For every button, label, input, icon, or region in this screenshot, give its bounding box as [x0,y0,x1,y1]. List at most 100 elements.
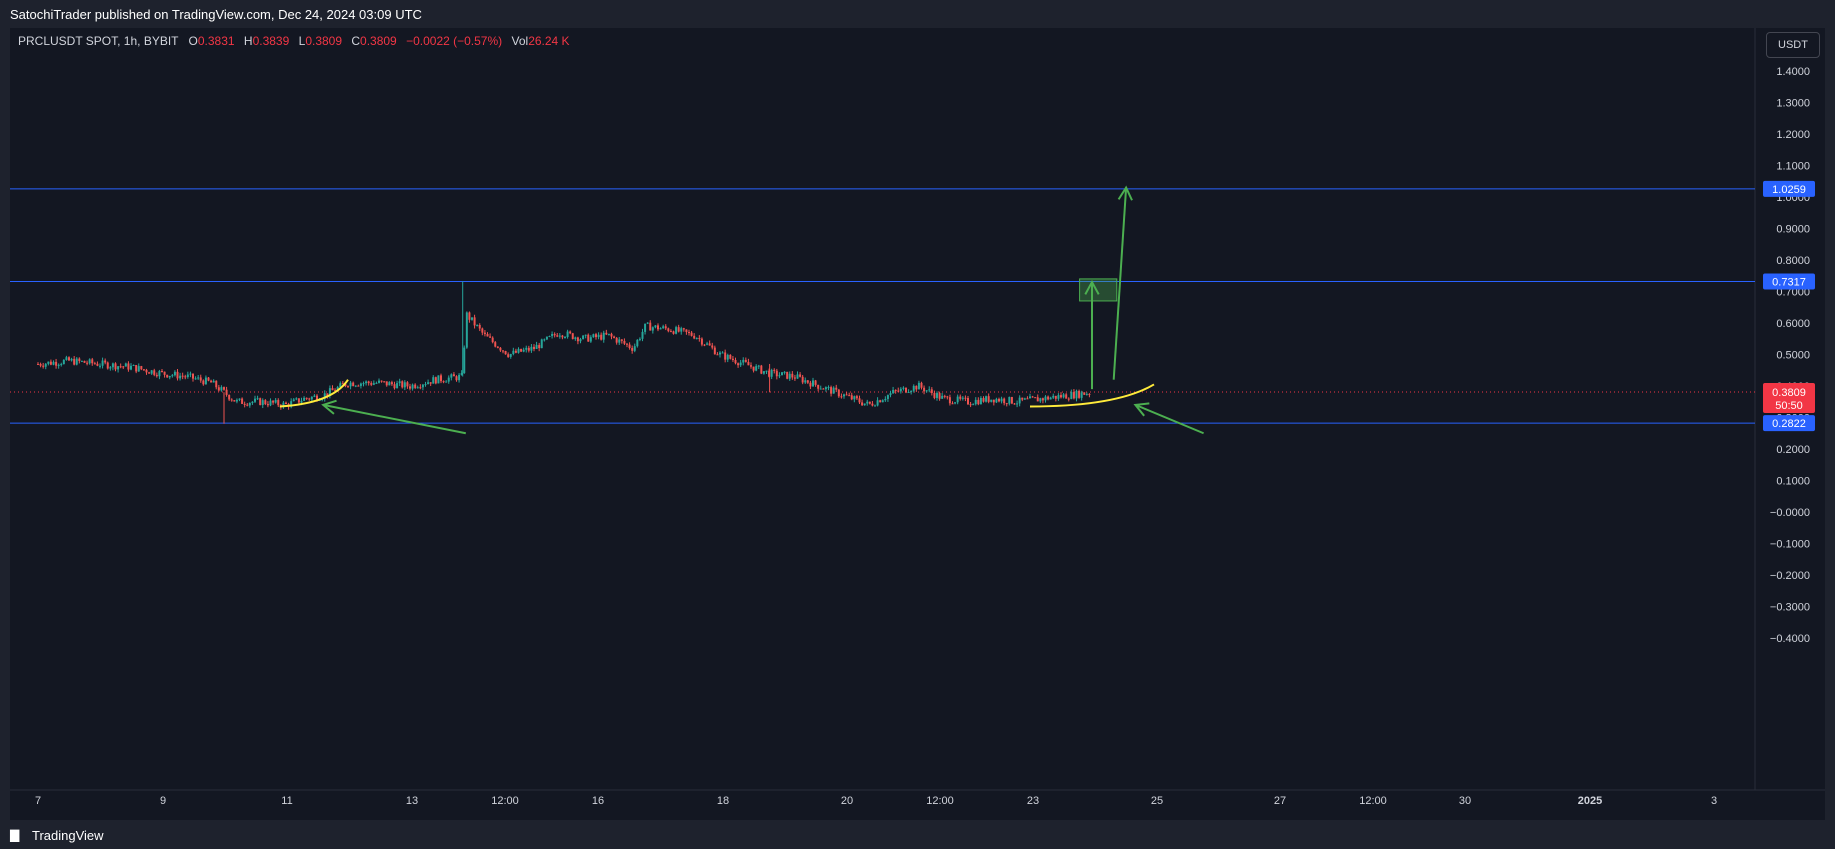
level-badge-label: 0.7317 [1772,277,1806,289]
candle-body [507,354,510,357]
candle-body [1008,397,1011,404]
candle-body [326,393,329,396]
right-pointer-head [1133,402,1150,417]
candle-body [912,385,915,391]
candle-body [393,384,396,389]
tradingview-logo-icon[interactable]: ▇ [10,828,20,842]
candle-body [716,354,719,356]
candle-body [514,350,517,353]
candle-body [421,384,424,388]
candle-body [545,336,548,340]
candle-body [336,387,339,391]
candle-body [445,381,448,383]
candle-body [731,358,734,361]
candle-body [972,404,975,406]
candle-body [664,326,667,329]
candle-body [638,338,641,340]
candle-body [708,343,711,346]
candle-body [540,339,543,349]
candle-body [176,371,179,379]
candle-body [626,343,628,345]
candle-body [987,396,990,402]
candle-body [786,371,789,379]
candle-body [967,398,969,405]
candle-body [618,339,621,343]
candle-body [455,376,458,381]
y-axis-ticks: 1.40001.30001.20001.10001.00000.90000.80… [1770,66,1810,645]
footer-brand[interactable]: TradingView [32,828,104,843]
candle-body [920,382,923,388]
candle-body [132,365,135,367]
candle-body [902,387,905,389]
x-tick-label: 2025 [1578,795,1602,807]
candle-body [354,385,357,387]
candle-body [385,381,388,386]
publish-line: SatochiTrader published on TradingView.c… [10,7,422,22]
candle-body [595,334,597,338]
candle-body [801,376,804,383]
candle-body [923,387,926,392]
chart-panel[interactable] [10,28,1825,820]
candle-body [703,344,706,346]
open-value: 0.3831 [197,34,235,48]
candle-body [688,331,690,333]
candle-body [659,328,662,330]
candle-body [1026,398,1029,400]
candles [37,311,1091,410]
candle-body [675,327,678,334]
candle-body [861,402,864,406]
candle-body [819,388,822,390]
candle-body [414,384,417,388]
candle-body [760,365,763,374]
candle-body [729,354,732,359]
close-value: 0.3809 [360,34,397,48]
candle-body [1078,390,1081,398]
candle-body [122,366,125,368]
candle-body [863,403,866,406]
candle-body [569,331,572,334]
horizontal-levels [10,188,1755,424]
candle-body [186,374,189,378]
candle-body [109,367,112,369]
candle-body [855,396,858,399]
level-badge [1763,273,1815,290]
candle-body [584,334,587,336]
level-badge [1763,415,1815,432]
candle-body [331,388,334,391]
y-tick-label: 0.1000 [1776,476,1810,488]
candle-body [737,363,740,366]
candle-body [579,339,582,342]
candle-body [130,365,132,370]
candle-body [189,373,192,375]
candle-body [677,327,680,332]
x-tick-label: 12:00 [926,795,954,807]
candle-body [889,393,892,396]
candle-body [1075,390,1078,399]
candle-body [403,382,406,388]
candle-body [447,377,450,382]
candle-body [876,400,879,406]
candle-body [409,386,411,389]
candle-body [300,400,303,403]
symbol-label[interactable]: PRCLUSDT SPOT, 1h, BYBIT [18,34,179,48]
candle-body [765,370,768,372]
y-tick-label: −0.2000 [1770,570,1810,582]
candle-body [928,389,931,391]
candle-body [199,377,202,381]
y-tick-label: 0.2000 [1776,444,1810,456]
candle-body [432,377,435,384]
candle-body [897,390,900,392]
candle-body [202,380,205,385]
candle-body [184,376,187,378]
candle-body [1070,392,1073,399]
candle-body [925,390,928,392]
candle-body [83,360,86,363]
currency-button[interactable]: USDT [1766,32,1820,58]
candle-body [62,359,65,365]
candle-body [1029,396,1031,399]
candle-body [783,371,786,373]
candle-body [308,398,311,400]
candle-body [587,334,590,342]
candle-body [917,382,920,390]
candle-body [246,404,249,406]
